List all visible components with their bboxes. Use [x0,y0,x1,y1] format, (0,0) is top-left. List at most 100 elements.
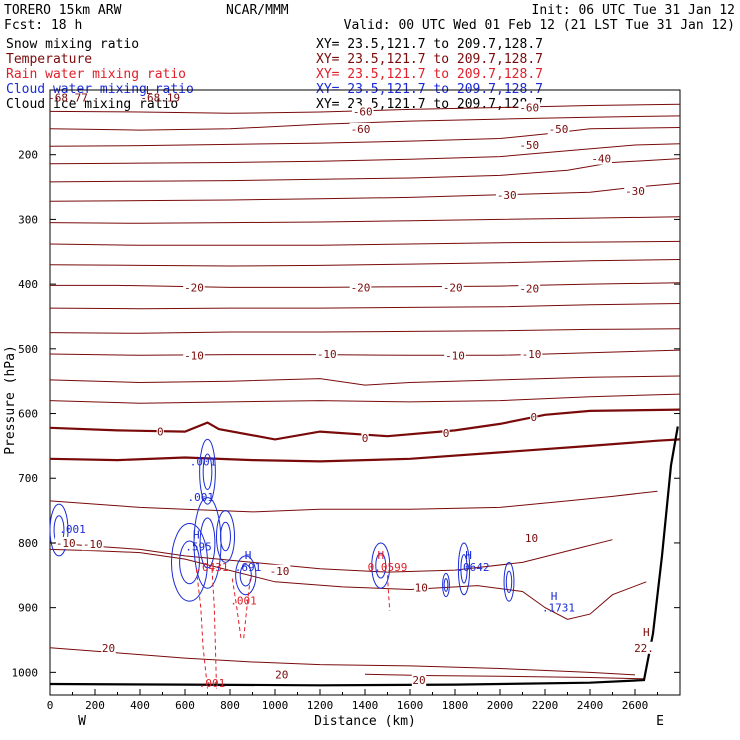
temperature-label: -20 [519,283,539,296]
cloud-water-contour [239,564,252,587]
extrema-label: .001 [188,491,215,504]
temperature-contour [49,408,681,441]
label-mask [183,349,205,362]
cloud-water-contour [216,510,235,563]
cloud-water-contour [375,552,387,579]
legend-item-name: Cloud ice mixing ratio [6,97,178,112]
terrain-surface [49,426,679,687]
temperature-label: -20 [184,281,204,294]
label-mask [530,410,538,423]
west-label: W [78,714,86,729]
cloud-water-contour [371,542,391,589]
y-tick-label: 300 [18,213,38,226]
label-mask [524,531,539,544]
extrema-label: .001 [190,455,217,468]
label-mask [441,281,464,294]
label-mask [495,188,518,201]
cloud-water-contour [503,561,515,602]
extrema-label: H [377,549,384,562]
label-mask [590,152,613,165]
rain-water-contour [387,575,391,611]
extrema-label: .1731 [542,602,575,615]
cloud-water-contour [49,503,69,557]
temperature-label: -10 [445,349,465,362]
temperature-contour [49,127,681,147]
temperature-label: 0 [362,432,369,445]
header: TORERO 15km ARW Fcst: 18 h NCAR/MMM Init… [4,3,735,33]
label-mask [101,641,116,654]
x-axis: 0 200 400 600 800 1000 1200 1400 1600 1800 2000 220… [47,689,658,712]
temperature-contour [49,115,681,131]
temperature-contour [49,303,681,310]
temperature-label: -20 [443,281,463,294]
organization: NCAR/MMM [226,3,289,18]
label-mask [633,641,655,654]
x-tick-label: 2000 [487,699,514,712]
extrema-label: H [643,626,650,639]
extrema-label: .691 [235,561,262,574]
temperature-label: -50 [549,123,569,136]
label-mask [274,668,289,681]
cloud-water-contour [457,542,471,596]
label-mask [349,122,372,135]
x-tick-label: 1800 [442,699,469,712]
cloud-water-contour [505,570,513,593]
y-tick-label: 900 [18,602,38,615]
extrema-label: -68.19 [140,92,180,105]
extrema-label: .0642 [456,561,489,574]
legend-item-name: Rain water mixing ratio [6,67,186,82]
rain-water-contour [211,568,217,689]
extrema-label: .001 [59,523,86,536]
temperature-label: 0 [530,411,537,424]
label-mask [54,536,77,549]
temperature-label: -10 [184,349,204,362]
temperature-label: 10 [415,582,428,595]
label-mask [183,281,205,294]
temperature-label: -40 [591,153,611,166]
temperature-contour [49,158,681,183]
x-tick-label: 0 [47,699,54,712]
extrema-label: L [146,84,153,97]
temperature-contour [49,393,681,404]
label-mask [81,538,104,551]
temperature-label: 20 [412,674,425,687]
extrema-label: .001 [199,677,226,690]
temperature-label: -10 [317,348,337,361]
temperature-label: -60 [519,101,539,114]
cloud-water-contour [179,540,200,585]
temperature-contour [49,328,681,334]
temperature-label: 22. [634,642,654,655]
terrain-line [49,426,679,687]
temperature-label: -60 [351,123,371,136]
label-mask [351,105,374,118]
temperature-label: 0 [157,426,164,439]
legend-item-xy: XY= 23.5,121.7 to 209.7,128.7 [316,52,543,67]
valid-time: Valid: 00 UTC Wed 01 Feb 12 (21 LST Tue … [344,18,735,33]
x-tick-label: 600 [175,699,195,712]
extrema-label: H [465,549,472,562]
label-mask [349,281,372,294]
label-mask [520,348,543,360]
extrema-label: .001 [230,594,257,607]
temperature-contour [50,282,681,288]
temperature-contour [49,438,681,463]
x-axis-title: Distance (km) [314,714,416,729]
extrema-label: H [245,549,252,562]
x-tick-label: 1000 [262,699,289,712]
cloud-water-contour [220,521,231,552]
extrema-label: -68.77 [48,92,88,105]
extrema-label: .595 [185,541,212,554]
temperature-label: 10 [525,532,538,545]
temperature-label: 20 [102,642,115,655]
extrema-label: H [193,528,200,541]
temperature-label: -20 [351,281,371,294]
y-tick-label: 600 [18,408,38,421]
label-mask [518,101,541,114]
label-mask [547,122,570,135]
east-label: E [656,714,664,729]
y-tick-label: 700 [18,472,38,485]
cloud-water-contours [49,438,515,602]
x-tick-label: 1400 [352,699,379,712]
temperature-label: 0 [443,427,450,440]
